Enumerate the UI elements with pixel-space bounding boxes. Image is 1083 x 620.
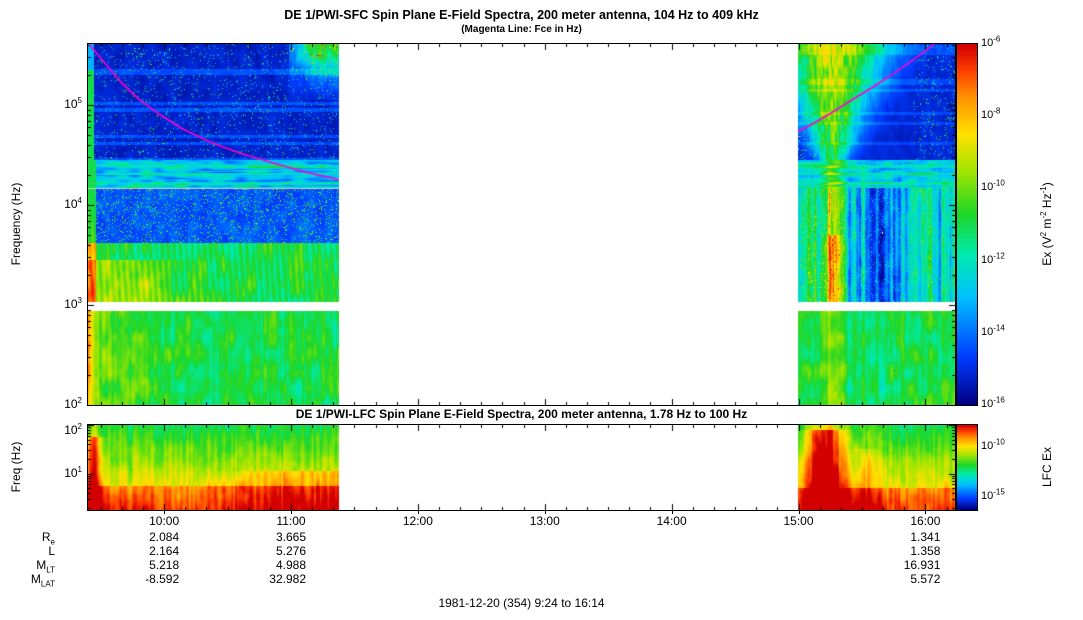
sfc-colorbar-tick-label: 10-8 xyxy=(981,106,1001,122)
sfc-colorbar-tick-label: 10-12 xyxy=(981,250,1005,266)
ephemeris-value: 5.572 xyxy=(910,572,941,586)
ephemeris-row-label: MLT xyxy=(36,558,55,575)
lfc-colorbar-tick-label: 10-15 xyxy=(981,487,1005,503)
sfc-colorbar-label: Ex (V2 m-2 Hz-1) xyxy=(1039,182,1054,266)
sfc-title: DE 1/PWI-SFC Spin Plane E-Field Spectra,… xyxy=(284,8,759,22)
lfc-colorbar xyxy=(956,424,978,511)
sfc-spectrogram-canvas xyxy=(88,44,955,405)
time-tick-mark xyxy=(545,510,546,514)
sfc-colorbar-tick-label: 10-14 xyxy=(981,323,1005,338)
ephemeris-value: 16.931 xyxy=(903,558,941,572)
time-tick-label: 16:00 xyxy=(910,514,941,528)
time-tick-mark xyxy=(672,510,673,514)
ephemeris-value: 1.341 xyxy=(910,530,941,544)
time-tick-mark xyxy=(799,510,800,514)
lfc-y-axis-label: Freq (Hz) xyxy=(9,441,23,493)
ephemeris-value: 5.276 xyxy=(275,544,306,558)
ephemeris-value: -8.592 xyxy=(145,572,180,586)
lfc-colorbar-tick-label: 10-10 xyxy=(981,437,1005,453)
time-tick-mark xyxy=(291,510,292,514)
sfc-subtitle: (Magenta Line: Fce in Hz) xyxy=(461,24,582,35)
lfc-title: DE 1/PWI-LFC Spin Plane E-Field Spectra,… xyxy=(295,407,748,421)
sfc-y-tick-label: 102 xyxy=(64,396,82,412)
time-tick-mark xyxy=(164,510,165,514)
ephemeris-row-label: MLAT xyxy=(30,572,55,589)
ephemeris-value: 2.084 xyxy=(149,530,180,544)
ephemeris-value: 5.218 xyxy=(149,558,180,572)
sfc-colorbar-tick-label: 10-16 xyxy=(981,395,1005,410)
time-tick-label: 12:00 xyxy=(402,514,433,528)
time-tick-label: 11:00 xyxy=(276,514,306,528)
footer-date-range: 1981-12-20 (354) 9:24 to 16:14 xyxy=(438,596,605,610)
lfc-panel xyxy=(87,424,956,511)
sfc-colorbar-tick-label: 10-10 xyxy=(981,178,1005,194)
sfc-y-tick-label: 105 xyxy=(64,96,82,112)
sfc-colorbar xyxy=(956,43,978,406)
ephemeris-row-label: L xyxy=(48,544,55,558)
ephemeris-value: 2.164 xyxy=(149,544,180,558)
ephemeris-value: 4.988 xyxy=(275,558,306,572)
time-tick-label: 15:00 xyxy=(783,514,814,528)
lfc-colorbar-canvas xyxy=(957,425,977,510)
sfc-y-axis-label: Frequency (Hz) xyxy=(9,182,23,266)
lfc-y-tick-label: 101 xyxy=(64,464,82,480)
time-tick-mark xyxy=(418,510,419,514)
time-tick-label: 13:00 xyxy=(529,514,560,528)
sfc-colorbar-tick-label: 10-6 xyxy=(981,34,1001,49)
ephemeris-value: 1.358 xyxy=(910,544,941,558)
sfc-y-tick-label: 104 xyxy=(64,196,82,212)
time-tick-label: 10:00 xyxy=(149,514,180,528)
ephemeris-value: 32.982 xyxy=(269,572,306,586)
lfc-colorbar-label: LFC Ex xyxy=(1040,446,1054,488)
time-tick-mark xyxy=(925,510,926,514)
sfc-colorbar-canvas xyxy=(957,44,977,405)
ephemeris-value: 3.665 xyxy=(275,530,306,544)
ephemeris-row-label: Re xyxy=(41,530,55,547)
lfc-y-tick-label: 102 xyxy=(64,422,82,438)
time-tick-label: 14:00 xyxy=(656,514,687,528)
sfc-y-tick-label: 103 xyxy=(64,296,82,312)
sfc-panel xyxy=(87,43,956,406)
lfc-spectrogram-canvas xyxy=(88,425,955,510)
